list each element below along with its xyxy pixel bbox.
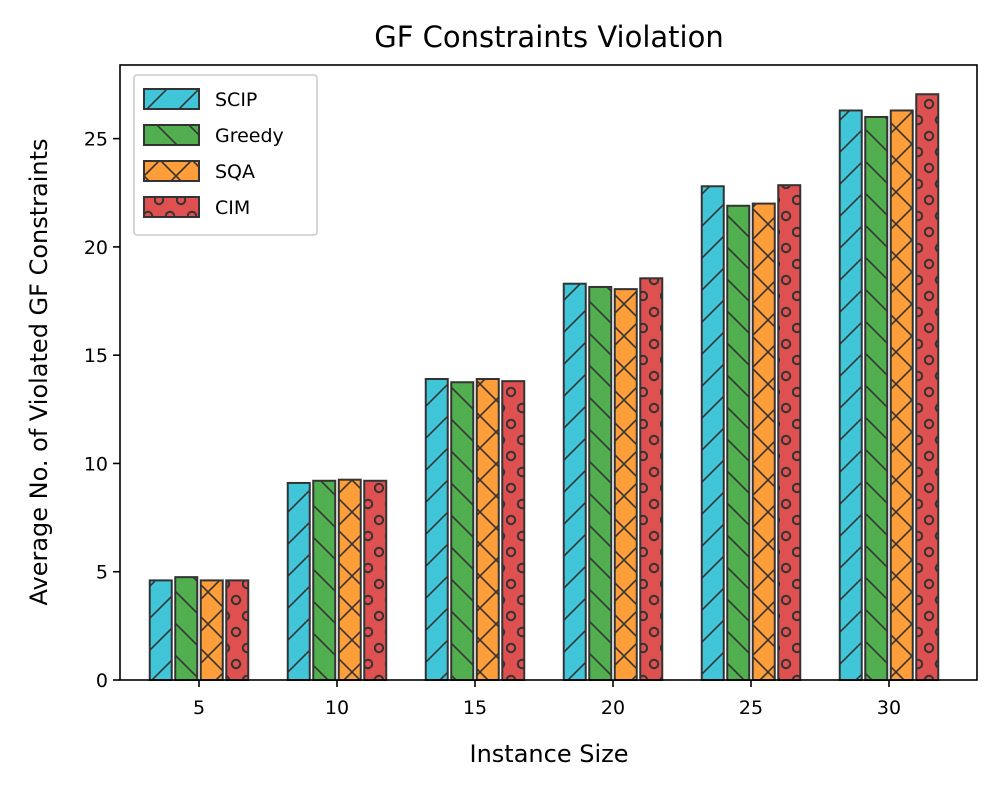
- y-tick-label: 5: [96, 562, 108, 584]
- bar-hatch: [700, 185, 725, 681]
- legend-item-sqa: SQA: [143, 160, 255, 183]
- bar-hatch: [286, 481, 311, 682]
- x-tick-label: 30: [877, 697, 901, 719]
- legend-item-cim: CIM: [143, 196, 250, 219]
- bar-hatch: [864, 115, 889, 682]
- x-tick-label: 10: [325, 697, 349, 719]
- x-axis-title: Instance Size: [470, 740, 629, 768]
- x-tick-label: 20: [601, 697, 625, 719]
- bar-hatch: [337, 478, 362, 681]
- bar-hatch: [588, 285, 613, 681]
- bar-hatch: [777, 184, 802, 682]
- bar-greedy-30: [864, 115, 889, 682]
- bar-hatch: [450, 381, 475, 681]
- bar-sqa-30: [889, 109, 914, 682]
- bar-sqa-15: [475, 377, 500, 681]
- bar-hatch: [312, 479, 337, 682]
- bar-cim-5: [225, 579, 250, 682]
- bar-greedy-20: [588, 285, 613, 681]
- bar-greedy-25: [726, 204, 751, 681]
- bar-scip-30: [838, 109, 863, 682]
- legend-box: [133, 74, 318, 236]
- bar-cim-20: [639, 277, 664, 681]
- bar-hatch: [838, 109, 863, 682]
- bar-sqa-20: [613, 288, 638, 681]
- legend-swatch: [143, 160, 200, 182]
- x-tick-label: 25: [739, 697, 763, 719]
- legend-label: SQA: [215, 161, 255, 183]
- bar-hatch: [915, 93, 940, 682]
- y-tick-label: 25: [84, 129, 108, 151]
- bar-sqa-5: [199, 579, 224, 682]
- bar-hatch: [174, 576, 199, 682]
- bar-hatch: [225, 579, 250, 682]
- bar-sqa-25: [751, 202, 776, 681]
- bar-cim-15: [501, 380, 526, 681]
- bar-hatch: [148, 579, 173, 682]
- legend-swatch: [143, 124, 200, 146]
- bar-hatch: [639, 277, 664, 681]
- y-tick-label: 0: [96, 670, 108, 692]
- bar-hatch: [613, 288, 638, 681]
- bar-hatch: [199, 579, 224, 682]
- legend-label: Greedy: [215, 125, 284, 147]
- bar-scip-25: [700, 185, 725, 681]
- legend-swatch: [143, 88, 200, 110]
- bar-scip-10: [286, 481, 311, 682]
- y-tick-label: 10: [84, 453, 108, 475]
- bar-sqa-10: [337, 478, 362, 681]
- bar-greedy-5: [174, 576, 199, 682]
- chart-title: GF Constraints Violation: [374, 20, 723, 54]
- bar-cim-30: [915, 93, 940, 682]
- bar-scip-15: [424, 377, 449, 681]
- plot-frame: [119, 64, 978, 681]
- bar-hatch: [889, 109, 914, 682]
- bar-scip-5: [148, 579, 173, 682]
- legend-item-greedy: Greedy: [143, 124, 284, 147]
- bar-hatch: [475, 377, 500, 681]
- legend-label: SCIP: [215, 89, 257, 111]
- bar-cim-25: [777, 184, 802, 682]
- bar-hatch: [562, 282, 587, 681]
- y-tick-label: 15: [84, 345, 108, 367]
- bar-hatch: [501, 380, 526, 681]
- bar-greedy-10: [312, 479, 337, 682]
- x-tick-label: 15: [463, 697, 487, 719]
- y-axis-title: Average No. of Violated GF Constraints: [25, 138, 53, 605]
- y-axis: 0 5 10 15 20 25: [84, 129, 120, 692]
- bar-greedy-15: [450, 381, 475, 681]
- bar-hatch: [726, 204, 751, 681]
- x-tick-label: 5: [193, 697, 205, 719]
- bar-hatch: [424, 377, 449, 681]
- y-tick-label: 20: [84, 237, 108, 259]
- legend: SCIP Greedy SQA CIM: [133, 74, 318, 236]
- bar-cim-10: [363, 479, 388, 682]
- bar-hatch: [363, 479, 388, 682]
- bar-hatch: [751, 202, 776, 681]
- legend-label: CIM: [215, 197, 250, 219]
- x-axis: 5 10 15 20 25 30: [193, 680, 901, 719]
- legend-swatch: [143, 196, 200, 218]
- bar-scip-20: [562, 282, 587, 681]
- bars-layer: [148, 93, 940, 682]
- legend-item-scip: SCIP: [143, 88, 257, 111]
